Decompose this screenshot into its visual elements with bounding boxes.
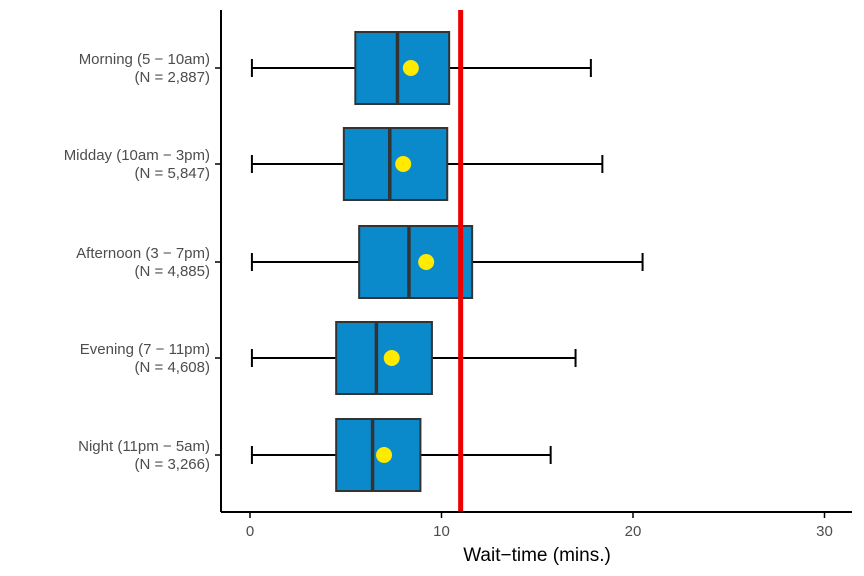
x-ticks-layer: 0 10 20 30: [215, 67, 833, 540]
category-label-count: (N = 2,887): [135, 69, 210, 86]
category-label-name: Evening (7 − 11pm): [80, 341, 210, 358]
mean-marker: [383, 350, 400, 366]
x-tick-label: 0: [246, 523, 254, 540]
mean-marker: [402, 60, 419, 76]
mean-marker: [376, 447, 393, 463]
iqr-box: [354, 31, 451, 105]
category-label-name: Night (11pm − 5am): [78, 438, 210, 455]
category-label: Midday (10am − 3pm) (N = 5,847): [64, 147, 210, 182]
category-label: Night (11pm − 5am) (N = 3,266): [78, 438, 210, 473]
category-label-count: (N = 4,885): [135, 263, 210, 280]
axes-layer: [220, 10, 852, 513]
category-label: Afternoon (3 − 7pm) (N = 4,885): [76, 245, 210, 280]
category-label-count: (N = 3,266): [135, 456, 210, 473]
box-group-2: [250, 225, 644, 299]
category-label: Morning (5 − 10am) (N = 2,887): [79, 51, 210, 86]
mean-marker: [418, 254, 435, 270]
x-tick-label: 10: [433, 523, 450, 540]
iqr-box: [358, 225, 474, 299]
box-group-1: [250, 127, 604, 201]
boxes-layer: [250, 31, 644, 492]
box-group-4: [250, 418, 552, 492]
mean-marker: [395, 156, 412, 172]
x-tick-label: 30: [816, 523, 833, 540]
category-label-count: (N = 5,847): [135, 165, 210, 182]
x-tick-label: 20: [625, 523, 642, 540]
box-group-0: [250, 31, 592, 105]
category-label-name: Morning (5 − 10am): [79, 51, 210, 68]
category-labels-layer: Morning (5 − 10am) (N = 2,887) Midday (10a…: [64, 51, 210, 473]
category-label: Evening (7 − 11pm) (N = 4,608): [80, 341, 210, 376]
category-label-name: Afternoon (3 − 7pm): [76, 245, 210, 262]
category-label-name: Midday (10am − 3pm): [64, 147, 210, 164]
x-axis-title: Wait−time (mins.): [463, 545, 611, 566]
box-group-3: [250, 321, 577, 395]
category-label-count: (N = 4,608): [135, 359, 210, 376]
